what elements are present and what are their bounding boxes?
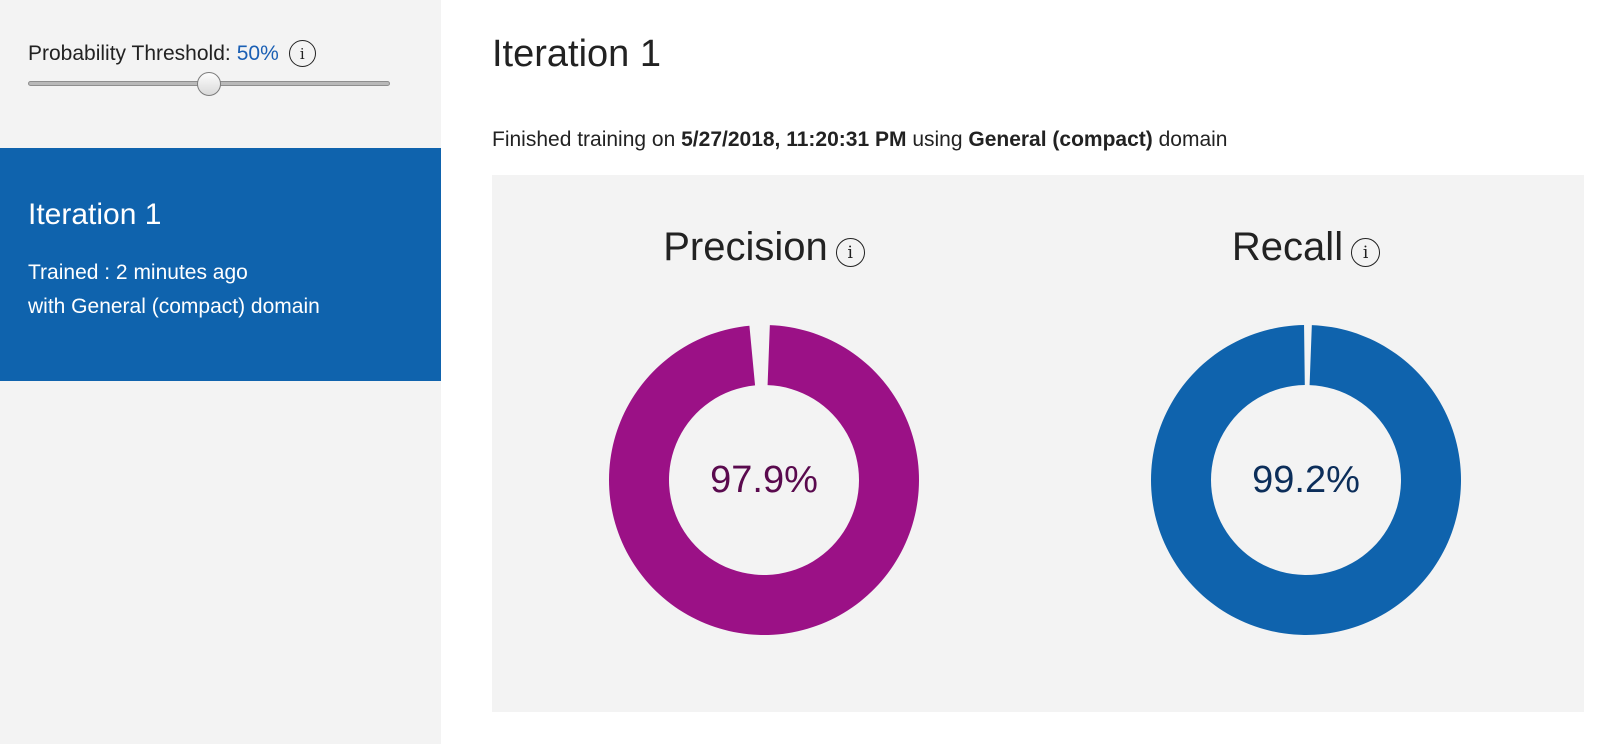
summary-domain: General (compact) <box>968 128 1153 151</box>
probability-threshold-control: Probability Threshold: 50% i <box>28 40 316 67</box>
sidebar: Probability Threshold: 50% i Iteration 1… <box>0 0 441 744</box>
summary-prefix: Finished training on <box>492 128 676 151</box>
threshold-value: 50% <box>236 41 279 65</box>
precision-value: 97.9% <box>710 458 818 501</box>
recall-label: Recall <box>1231 225 1344 269</box>
recall-metric: Recall i 99.2% <box>1146 175 1466 712</box>
recall-arc <box>1151 325 1461 635</box>
threshold-label: Probability Threshold: <box>28 41 231 65</box>
info-icon[interactable]: i <box>288 40 316 67</box>
training-summary: Finished training on 5/27/2018, 11:20:31… <box>492 128 1227 152</box>
threshold-slider[interactable] <box>28 72 390 96</box>
summary-suffix: domain <box>1158 128 1228 151</box>
summary-date: 5/27/2018, 11:20:31 PM <box>681 128 907 151</box>
iteration-domain: with General (compact) domain <box>28 295 320 318</box>
recall-donut <box>1151 325 1461 635</box>
precision-donut <box>609 325 919 635</box>
iteration-card-selected[interactable]: Iteration 1 Trained : 2 minutes ago with… <box>0 148 441 381</box>
page-title: Iteration 1 <box>492 33 661 75</box>
recall-title: Recall i <box>1146 225 1466 270</box>
precision-label: Precision <box>663 225 828 269</box>
recall-value: 99.2% <box>1252 458 1360 501</box>
precision-metric: Precision i 97.9% <box>604 175 924 712</box>
iteration-trained-time: Trained : 2 minutes ago <box>28 261 248 284</box>
slider-thumb[interactable] <box>197 72 221 96</box>
iteration-card-title: Iteration 1 <box>28 198 162 231</box>
precision-arc <box>609 325 919 635</box>
info-icon[interactable]: i <box>835 238 865 267</box>
summary-middle: using <box>912 128 963 151</box>
precision-title: Precision i <box>604 225 924 270</box>
info-icon[interactable]: i <box>1351 238 1381 267</box>
metrics-panel: Precision i 97.9% Recall i 99.2% <box>492 175 1584 712</box>
